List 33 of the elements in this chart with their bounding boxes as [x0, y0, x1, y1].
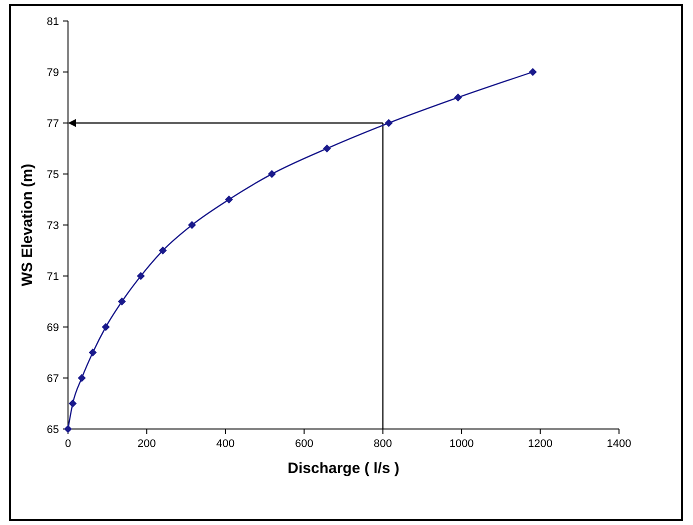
x-tick-label: 800 — [374, 438, 392, 450]
point — [188, 221, 196, 229]
point — [528, 68, 537, 76]
x-tick-label: 400 — [216, 438, 235, 450]
y-tick-label: 71 — [46, 271, 59, 283]
y-tick-label: 73 — [46, 220, 59, 232]
x-tick-label: 200 — [138, 438, 156, 450]
point — [118, 298, 126, 306]
point — [68, 400, 77, 408]
point — [322, 144, 331, 152]
y-tick-label: 69 — [46, 322, 59, 334]
y-tick-label: 65 — [46, 424, 59, 436]
point — [224, 196, 233, 204]
y-tick-label: 75 — [46, 169, 59, 181]
point — [78, 374, 86, 382]
point — [136, 272, 145, 280]
x-tick-label: 1400 — [606, 438, 632, 450]
point — [384, 119, 393, 127]
y-tick-label: 77 — [46, 118, 59, 130]
x-tick-label: 1000 — [449, 438, 474, 450]
y-axis-title: WS Elevation (m) — [19, 164, 36, 286]
y-tick-label: 81 — [46, 16, 59, 28]
point — [454, 94, 462, 102]
point — [268, 170, 276, 178]
point — [158, 246, 167, 254]
point — [88, 348, 97, 356]
x-tick-label: 0 — [64, 438, 72, 450]
point — [102, 323, 110, 331]
x-tick-label: 1200 — [528, 438, 553, 450]
y-tick-label: 79 — [46, 67, 59, 79]
y-tick-label: 67 — [46, 373, 59, 385]
x-axis-title: Discharge ( l/s ) — [288, 460, 400, 477]
x-tick-label: 600 — [294, 438, 314, 450]
